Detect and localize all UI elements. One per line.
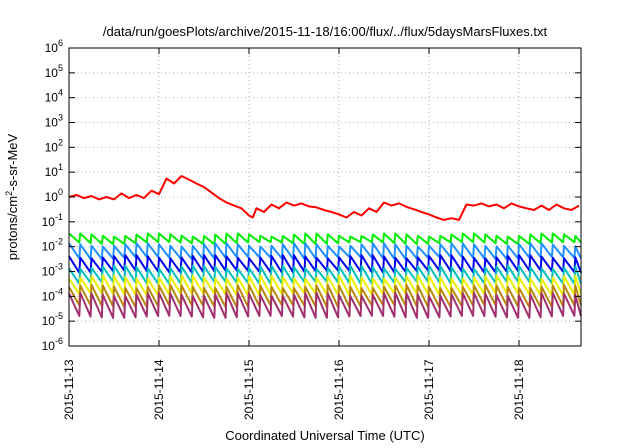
y-tick-label: 10-2	[42, 237, 63, 254]
y-tick-label: 10-5	[42, 311, 63, 328]
y-tick-label: 102	[45, 137, 63, 154]
y-tick-exponent: 5	[58, 63, 63, 73]
y-tick-base: 10	[42, 339, 56, 353]
y-tick-base: 10	[45, 66, 59, 80]
y-tick-label: 10-3	[42, 262, 63, 279]
y-axis-label: protons/cm2-s-sr-MeV	[4, 133, 20, 260]
y-tick-exponent: -6	[55, 336, 63, 346]
y-tick-exponent: -3	[55, 262, 63, 272]
y-tick-label: 10-6	[42, 336, 63, 353]
y-tick-label: 10-1	[42, 212, 63, 229]
y-tick-label: 104	[45, 88, 63, 105]
y-tick-exponent: -2	[55, 237, 63, 247]
y-tick-base: 10	[45, 190, 59, 204]
series-line	[68, 242, 582, 261]
y-tick-base: 10	[45, 140, 59, 154]
series-line	[68, 175, 580, 221]
x-tick-label: 2015-11-16	[332, 359, 346, 420]
series-line	[68, 291, 582, 319]
y-tick-label: 103	[45, 113, 63, 130]
x-axis: 2015-11-13 2015-11-14 2015-11-15 2015-11-16…	[62, 48, 526, 420]
y-tick-label: 101	[45, 162, 63, 179]
y-tick-base: 10	[45, 41, 59, 55]
y-tick-exponent: 1	[58, 162, 63, 172]
y-tick-exponent: 3	[58, 113, 63, 123]
y-axis: 10-610-510-410-310-210-11001011021031041…	[42, 38, 581, 353]
y-tick-exponent: 6	[58, 38, 63, 48]
y-tick-base: 10	[42, 314, 56, 328]
y-tick-label: 10-4	[42, 286, 63, 303]
y-tick-base: 10	[45, 116, 59, 130]
series-layer	[68, 175, 582, 319]
y-tick-base: 10	[42, 265, 56, 279]
y-tick-label: 105	[45, 63, 63, 80]
y-tick-label: 106	[45, 38, 63, 55]
x-tick-label: 2015-11-14	[152, 359, 166, 420]
y-tick-exponent: 2	[58, 137, 63, 147]
series-line	[68, 254, 582, 274]
y-tick-exponent: -5	[55, 311, 63, 321]
x-tick-label: 2015-11-13	[62, 359, 76, 420]
y-tick-label: 100	[45, 187, 63, 204]
x-axis-label: Coordinated Universal Time (UTC)	[225, 428, 424, 443]
y-tick-base: 10	[42, 215, 56, 229]
y-tick-base: 10	[42, 240, 56, 254]
y-tick-exponent: 0	[58, 187, 63, 197]
x-tick-label: 2015-11-17	[422, 359, 436, 420]
x-tick-label: 2015-11-15	[242, 359, 256, 420]
y-tick-base: 10	[42, 289, 56, 303]
y-tick-base: 10	[45, 165, 59, 179]
y-tick-exponent: -4	[55, 286, 63, 296]
y-tick-exponent: -1	[55, 212, 63, 222]
y-tick-exponent: 4	[58, 88, 63, 98]
x-tick-label: 2015-11-18	[512, 359, 526, 420]
y-tick-base: 10	[45, 91, 59, 105]
series-line	[68, 232, 582, 246]
chart-title: /data/run/goesPlots/archive/2015-11-18/1…	[103, 24, 548, 39]
